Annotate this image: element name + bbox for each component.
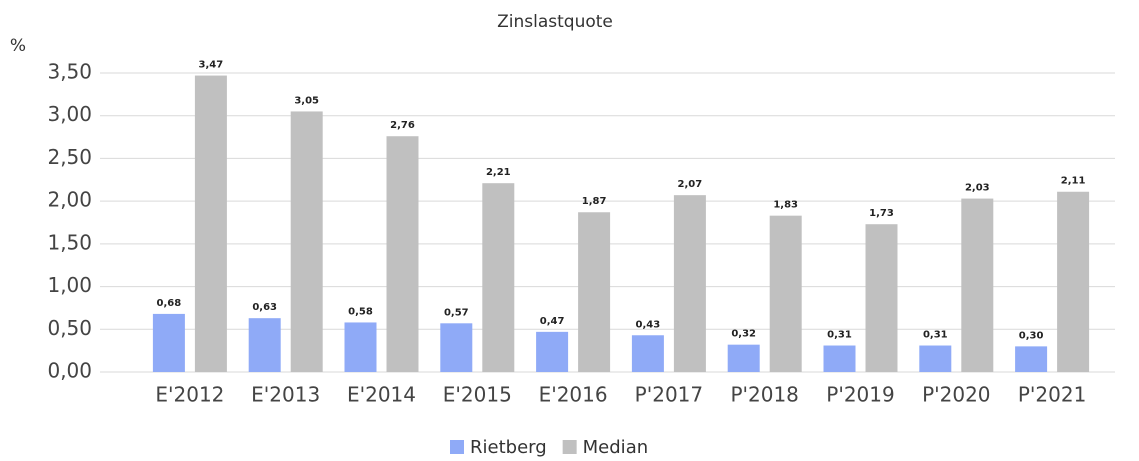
bar xyxy=(344,322,377,372)
y-tick-label: 0,50 xyxy=(47,316,92,340)
x-tick-label: E'2014 xyxy=(347,383,416,407)
value-label: 2,76 xyxy=(390,120,415,131)
value-label: 0,68 xyxy=(157,298,182,309)
bar xyxy=(1015,346,1048,372)
bar xyxy=(536,331,569,372)
bar xyxy=(194,75,227,372)
y-axis-label: % xyxy=(10,36,26,56)
y-tick-label: 2,00 xyxy=(47,188,92,212)
value-label: 3,47 xyxy=(199,60,224,71)
bar xyxy=(919,345,952,372)
value-label: 0,58 xyxy=(348,306,373,317)
x-tick-label: E'2016 xyxy=(539,383,608,407)
value-label: 1,73 xyxy=(869,208,894,219)
bar xyxy=(769,215,802,372)
x-tick-label: P'2019 xyxy=(826,383,894,407)
bar xyxy=(290,111,323,372)
y-tick-label: 3,50 xyxy=(47,60,92,84)
bar xyxy=(631,335,664,372)
x-tick-label: P'2018 xyxy=(730,383,798,407)
legend-label: Rietberg xyxy=(470,437,547,458)
bar xyxy=(482,183,515,372)
value-label: 0,63 xyxy=(252,302,277,313)
chart-title: Zinslastquote xyxy=(497,12,613,32)
bar xyxy=(1057,191,1090,372)
value-label: 3,05 xyxy=(294,95,319,106)
x-tick-label: E'2015 xyxy=(443,383,512,407)
bar xyxy=(386,136,419,372)
y-tick-label: 1,50 xyxy=(47,230,92,254)
bar xyxy=(865,224,898,372)
value-label: 2,07 xyxy=(678,179,703,190)
bar xyxy=(152,313,185,372)
y-tick-label: 3,00 xyxy=(47,102,92,126)
value-label: 1,87 xyxy=(582,196,607,207)
value-label: 0,30 xyxy=(1019,330,1044,341)
value-label: 0,57 xyxy=(444,307,469,318)
bar xyxy=(823,345,856,372)
x-tick-label: E'2013 xyxy=(251,383,320,407)
y-tick-label: 2,50 xyxy=(47,145,92,169)
value-label: 0,31 xyxy=(923,330,948,341)
value-label: 0,47 xyxy=(540,316,565,327)
y-tick-label: 0,00 xyxy=(47,359,92,383)
value-label: 1,83 xyxy=(773,200,798,211)
x-tick-label: E'2012 xyxy=(155,383,224,407)
bar xyxy=(727,344,760,372)
value-label: 0,32 xyxy=(731,329,756,340)
bar xyxy=(578,212,611,372)
value-label: 2,11 xyxy=(1061,176,1086,187)
legend-swatch xyxy=(562,440,577,454)
x-tick-label: P'2020 xyxy=(922,383,990,407)
bar xyxy=(673,195,706,372)
value-label: 0,43 xyxy=(636,319,661,330)
bar xyxy=(440,323,473,372)
value-label: 0,31 xyxy=(827,330,852,341)
bar xyxy=(248,318,281,372)
legend-swatch xyxy=(450,440,464,454)
value-label: 2,21 xyxy=(486,167,511,178)
x-tick-label: P'2021 xyxy=(1018,383,1086,407)
y-tick-label: 1,00 xyxy=(47,273,92,297)
legend-label: Median xyxy=(583,437,648,458)
value-label: 2,03 xyxy=(965,183,990,194)
x-tick-label: P'2017 xyxy=(635,383,703,407)
bar xyxy=(961,198,994,372)
